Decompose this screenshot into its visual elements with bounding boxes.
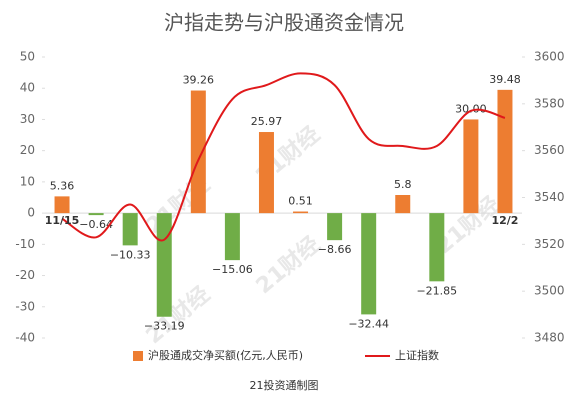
legend-label: 沪股通成交净买额(亿元,人民币) [148,348,303,362]
y2-tick-label: 3580 [534,96,565,110]
bar [122,213,138,246]
bar [190,90,206,214]
data-label: −32.44 [348,317,389,330]
data-label: 30.00 [455,102,487,115]
x-tick-label: 12/2 [491,214,518,227]
y2-tick-label: 3540 [534,190,565,204]
y-tick-label: 20 [20,143,35,157]
legend-label: 上证指数 [395,348,439,362]
bar [463,119,479,214]
bar [156,213,172,317]
data-label: 39.48 [489,73,521,86]
bar [258,132,274,214]
y-tick-label: -40 [15,331,35,345]
data-label: 5.8 [394,178,412,191]
bar [361,213,377,315]
bar [88,213,104,216]
watermark: 21财经 [141,281,215,349]
bar [395,195,411,214]
data-label: −10.33 [110,248,151,261]
bar [54,196,70,214]
y2-tick-label: 3600 [534,50,565,64]
bar [327,213,343,241]
line [61,72,506,242]
y-tick-label: -10 [15,237,35,251]
y-tick-label: -20 [15,268,35,282]
data-label: −15.06 [212,263,253,276]
data-label: −33.19 [144,320,185,333]
data-label: 39.26 [183,74,215,87]
bar [497,89,513,214]
bar [293,211,309,214]
y-tick-label: 40 [20,81,35,95]
y2-tick-label: 3480 [534,331,565,345]
watermark: 21财经 [251,231,325,299]
y2-tick-label: 3520 [534,237,565,251]
y-tick-label: -30 [15,299,35,313]
bar [224,213,240,261]
chart-title: 沪指走势与沪股通资金情况 [164,11,404,35]
y2-tick-label: 3500 [534,284,565,298]
y-tick-label: 50 [20,50,35,64]
legend-swatch [133,351,143,361]
data-label: −21.85 [416,284,457,297]
data-label: −8.66 [318,243,352,256]
x-tick-label: 11/15 [45,214,80,227]
y2-tick-label: 3560 [534,143,565,157]
data-label: 5.36 [50,179,75,192]
data-label: 25.97 [251,115,283,128]
y-tick-label: 0 [27,206,35,220]
y-tick-label: 10 [20,174,35,188]
data-label: −0.64 [79,218,113,231]
data-label: 0.51 [288,195,313,208]
footer: 21投资通制图 [250,378,319,392]
bar [429,213,445,282]
y-tick-label: 30 [20,112,35,126]
